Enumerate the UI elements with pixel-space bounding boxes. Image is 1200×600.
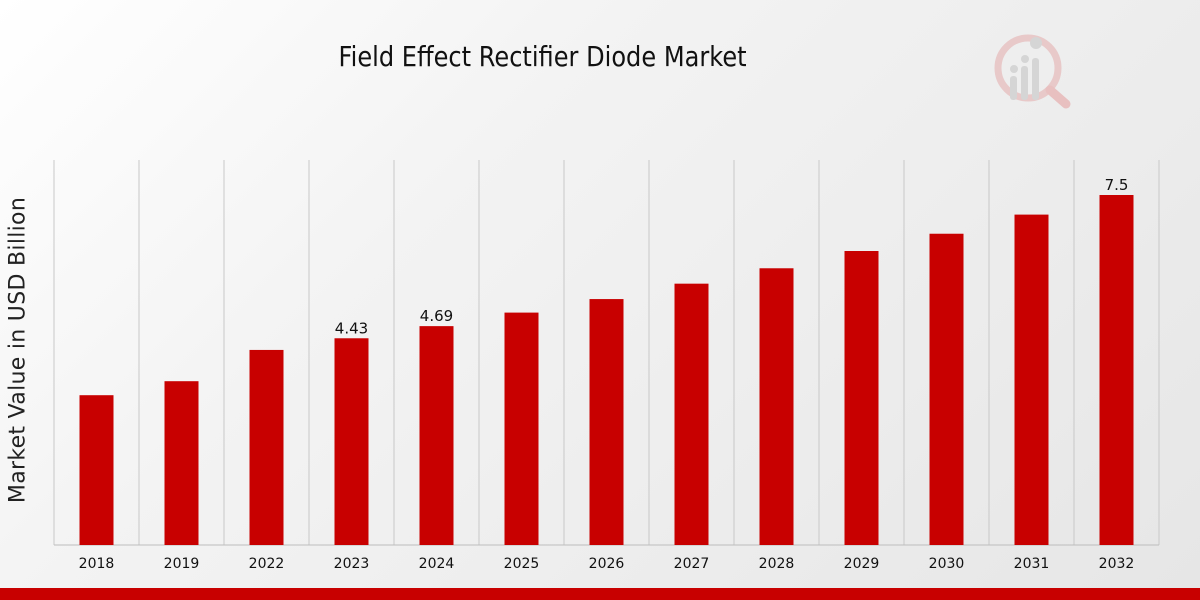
- bar-2025: [504, 312, 539, 545]
- x-tick-labels: 2018 2019 2022 2023 2024 2025 2026 2027 2028 2029…: [79, 556, 1135, 572]
- x-tick-label: 2031: [1014, 556, 1050, 572]
- data-label: 7.5: [1105, 176, 1129, 194]
- x-tick-label: 2028: [759, 556, 795, 572]
- data-label: 4.43: [335, 319, 368, 337]
- x-tick-label: 2023: [334, 556, 370, 572]
- x-tick-label: 2030: [929, 556, 965, 572]
- bar-2026: [589, 299, 624, 545]
- x-tick-label: 2019: [164, 556, 200, 572]
- bar-2030: [929, 233, 964, 545]
- bar-2022: [249, 349, 284, 545]
- x-tick-label: 2018: [79, 556, 115, 572]
- bar-2029: [844, 251, 879, 545]
- bar-2023: [334, 338, 369, 545]
- x-tick-label: 2025: [504, 556, 540, 572]
- bar-2018: [79, 395, 114, 545]
- bar-2031: [1014, 214, 1049, 545]
- x-tick-label: 2026: [589, 556, 625, 572]
- x-tick-label: 2027: [674, 556, 710, 572]
- bar-2027: [674, 283, 709, 545]
- data-labels: 4.43 4.69 7.5: [335, 176, 1129, 337]
- data-label: 4.69: [420, 307, 453, 325]
- x-tick-label: 2022: [249, 556, 285, 572]
- bar-2019: [164, 381, 199, 545]
- x-tick-label: 2024: [419, 556, 455, 572]
- chart-title: Field Effect Rectifier Diode Market: [338, 40, 747, 73]
- x-tick-label: 2029: [844, 556, 880, 572]
- bars: [79, 195, 1134, 545]
- bar-2032: [1099, 195, 1134, 545]
- x-tick-label: 2032: [1099, 556, 1135, 572]
- bottom-accent-bar: [0, 588, 1200, 600]
- bar-2024: [419, 326, 454, 545]
- magnifier-chart-icon: [994, 34, 1071, 109]
- bar-2028: [759, 268, 794, 545]
